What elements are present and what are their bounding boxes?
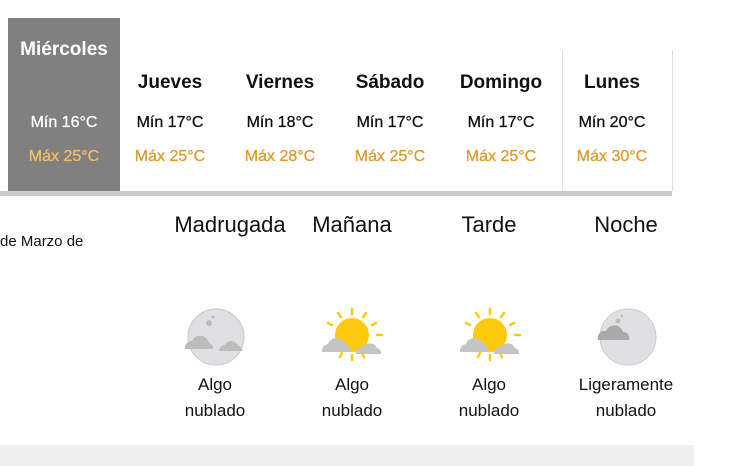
day-tab-sabado[interactable]: Sábado Mín 17°C Máx 25°C: [335, 18, 445, 191]
sun-cloud-icon: [320, 307, 384, 367]
period-description: Algo nublado: [419, 372, 559, 424]
period-description: Ligeramente nublado: [556, 372, 696, 424]
day-name: Jueves: [137, 72, 203, 93]
desc-line: Algo: [334, 375, 370, 394]
period-header-manana: Mañana: [312, 212, 392, 237]
divider: [672, 50, 673, 191]
min-temp: Mín 17°C: [467, 114, 535, 131]
day-tab-viernes[interactable]: Viernes Mín 18°C Máx 28°C: [225, 18, 335, 191]
date-text: de Marzo de: [0, 233, 84, 250]
max-temp: Máx 30°C: [576, 148, 648, 165]
desc-line: Ligeramente: [578, 375, 674, 394]
divider: [562, 50, 563, 191]
max-temp: Máx 25°C: [134, 148, 206, 165]
moon-cloud-icon: [182, 307, 246, 367]
desc-line: Algo: [471, 375, 507, 394]
day-name: Miércoles: [20, 39, 108, 60]
period-description: Algo nublado: [282, 372, 422, 424]
max-temp: Máx 25°C: [28, 148, 100, 165]
period-header-madrugada: Madrugada: [174, 212, 286, 237]
day-tab-miercoles[interactable]: Miércoles Mín 16°C Máx 25°C: [8, 18, 120, 191]
max-temp: Máx 25°C: [465, 148, 537, 165]
desc-line: nublado: [458, 401, 520, 420]
period-header-noche: Noche: [594, 212, 658, 237]
day-name: Domingo: [459, 72, 543, 93]
max-temp: Máx 25°C: [354, 148, 426, 165]
footer-band: [0, 445, 694, 466]
desc-line: nublado: [321, 401, 383, 420]
day-name: Lunes: [584, 72, 640, 93]
sun-cloud-icon: [458, 307, 522, 367]
day-name: Viernes: [245, 72, 315, 93]
desc-line: nublado: [184, 401, 246, 420]
day-name: Sábado: [355, 72, 425, 93]
day-tab-jueves[interactable]: Jueves Mín 17°C Máx 25°C: [115, 18, 225, 191]
day-tab-lunes[interactable]: Lunes Mín 20°C Máx 30°C: [557, 18, 667, 191]
min-temp: Mín 17°C: [356, 114, 424, 131]
day-tab-domingo[interactable]: Domingo Mín 17°C Máx 25°C: [446, 18, 556, 191]
min-temp: Mín 18°C: [246, 114, 314, 131]
desc-line: nublado: [595, 401, 657, 420]
min-temp: Mín 16°C: [30, 114, 98, 131]
desc-line: Algo: [197, 375, 233, 394]
tab-underline-bar: [0, 191, 672, 196]
max-temp: Máx 28°C: [244, 148, 316, 165]
min-temp: Mín 17°C: [136, 114, 204, 131]
min-temp: Mín 20°C: [578, 114, 646, 131]
period-description: Algo nublado: [145, 372, 285, 424]
period-header-tarde: Tarde: [461, 212, 517, 237]
moon-cloud-icon: [594, 307, 658, 367]
